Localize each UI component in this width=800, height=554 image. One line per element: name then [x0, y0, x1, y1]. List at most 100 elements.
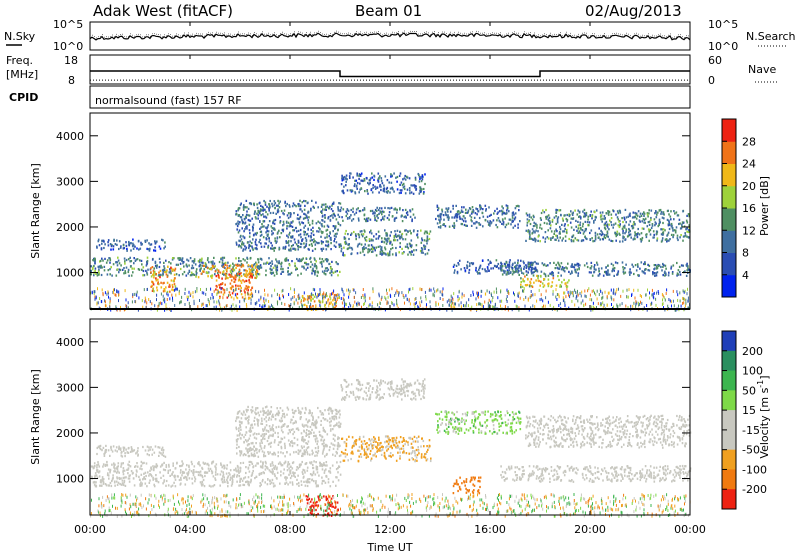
heatmap-cell: [459, 217, 461, 220]
heatmap-cell: [539, 284, 541, 287]
heatmap-cell: [301, 210, 303, 213]
heatmap-cell: [488, 206, 490, 209]
heatmap-cell: [122, 483, 124, 486]
heatmap-cell: [500, 209, 503, 212]
heatmap-cell: [154, 477, 157, 480]
heatmap-cell: [235, 284, 237, 287]
heatmap-cell: [334, 232, 337, 236]
heatmap-cell: [204, 474, 206, 478]
heatmap-cell: [664, 274, 666, 277]
heatmap-cell: [335, 293, 337, 297]
heatmap-cell: [452, 301, 454, 305]
heatmap-cell: [443, 223, 445, 226]
heatmap-cell: [285, 221, 288, 224]
heatmap-cell: [370, 188, 373, 191]
heatmap-cell: [518, 291, 520, 295]
heatmap-cell: [254, 265, 257, 268]
heatmap-cell: [470, 294, 472, 297]
heatmap-cell: [553, 216, 556, 219]
heatmap-cell: [485, 208, 487, 211]
heatmap-cell: [263, 299, 265, 303]
heatmap-cell: [260, 204, 262, 207]
heatmap-cell: [591, 305, 593, 309]
heatmap-cell: [245, 285, 248, 288]
heatmap-cell: [636, 233, 639, 236]
heatmap-cell: [335, 468, 338, 471]
heatmap-cell: [194, 480, 196, 483]
heatmap-cell: [380, 177, 383, 180]
heatmap-cell: [197, 276, 200, 279]
heatmap-cell: [454, 214, 457, 217]
heatmap-cell: [98, 272, 100, 275]
heatmap-cell: [598, 236, 600, 239]
heatmap-cell: [299, 228, 302, 232]
heatmap-cell: [402, 293, 404, 297]
heatmap-cell: [227, 277, 229, 280]
heatmap-cell: [168, 271, 171, 274]
heatmap-cell: [641, 227, 644, 230]
heatmap-cell: [276, 266, 279, 269]
heatmap-cell: [555, 234, 557, 237]
heatmap-cell: [331, 202, 334, 205]
heatmap-cell: [594, 238, 597, 241]
heatmap-cell: [336, 270, 338, 273]
heatmap-cell: [119, 268, 122, 272]
heatmap-cell: [256, 300, 258, 304]
heatmap-cell: [589, 293, 591, 297]
heatmap-cell: [517, 294, 519, 298]
heatmap-cell: [325, 240, 328, 243]
heatmap-cell: [117, 462, 120, 465]
heatmap-cell: [256, 231, 258, 235]
heatmap-cell: [97, 463, 100, 466]
heatmap-cell: [341, 301, 343, 305]
heatmap-cell: [294, 262, 296, 265]
heatmap-cell: [243, 280, 246, 283]
heatmap-cell: [337, 222, 340, 225]
heatmap-cell: [247, 467, 250, 470]
heatmap-cell: [545, 264, 547, 267]
heatmap-cell: [143, 274, 146, 277]
heatmap-cell: [125, 244, 128, 247]
heatmap-cell: [596, 289, 598, 293]
heatmap-cell: [509, 218, 512, 221]
heatmap-cell: [465, 208, 467, 211]
heatmap-cell: [187, 470, 190, 474]
heatmap-cell: [329, 485, 332, 488]
heatmap-cell: [401, 291, 403, 295]
heatmap-cell: [305, 242, 308, 246]
heatmap-cell: [311, 473, 314, 476]
nave-label: Nave: [748, 63, 776, 76]
heatmap-cell: [649, 233, 652, 236]
heatmap-cell: [682, 264, 684, 267]
heatmap-cell: [139, 484, 142, 487]
heatmap-cell: [574, 268, 576, 271]
heatmap-cell: [317, 484, 319, 487]
heatmap-cell: [122, 467, 125, 470]
heatmap-cell: [389, 241, 392, 244]
heatmap-cell: [187, 474, 189, 477]
heatmap-cell: [133, 484, 136, 487]
heatmap-cell: [133, 257, 135, 260]
heatmap-cell: [357, 243, 360, 246]
heatmap-cell: [196, 287, 198, 290]
heatmap-cell: [473, 222, 475, 225]
heatmap-cell: [639, 302, 641, 306]
heatmap-cell: [372, 287, 374, 291]
heatmap-cell: [239, 245, 242, 248]
heatmap-cell: [249, 202, 252, 205]
heatmap-cell: [545, 217, 548, 220]
heatmap-cell: [283, 295, 284, 299]
heatmap-cell: [280, 263, 282, 266]
heatmap-cell: [596, 297, 598, 301]
heatmap-cell: [391, 215, 394, 218]
heatmap-cell: [556, 209, 559, 212]
heatmap-cell: [128, 474, 130, 477]
heatmap-cell: [589, 267, 592, 270]
heatmap-cell: [613, 269, 615, 272]
heatmap-cell: [211, 471, 214, 474]
heatmap-cell: [94, 476, 96, 479]
heatmap-cell: [375, 246, 378, 249]
heatmap-cell: [362, 209, 364, 212]
heatmap-cell: [523, 265, 526, 268]
heatmap-cell: [393, 218, 396, 221]
